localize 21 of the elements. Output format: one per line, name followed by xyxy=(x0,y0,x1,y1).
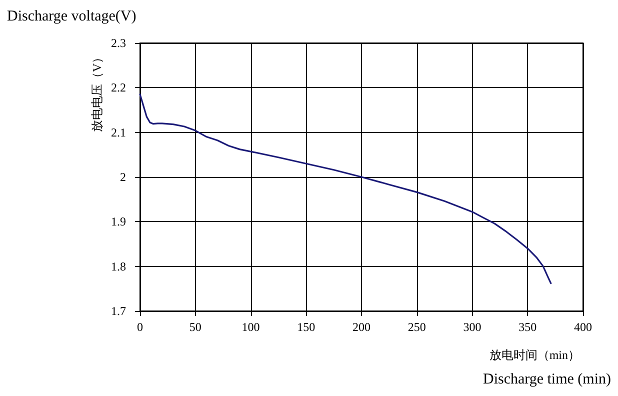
y-tick-label: 2.1 xyxy=(111,125,126,140)
x-tick-label: 150 xyxy=(297,320,316,334)
line-series xyxy=(139,94,552,284)
y-axis-title: 放电电压（V） xyxy=(90,51,104,132)
x-tick-label: 250 xyxy=(408,320,426,334)
x-axis-title: 放电时间（min） xyxy=(489,348,580,362)
x-tick-label: 0 xyxy=(137,320,143,334)
x-tick-label: 50 xyxy=(189,320,202,334)
x-tick-label: 300 xyxy=(463,320,482,334)
x-tick-label: 350 xyxy=(518,320,537,334)
y-tick-label: 2.2 xyxy=(111,80,126,95)
x-tick-label: 100 xyxy=(242,320,260,334)
x-tick-label: 400 xyxy=(574,320,592,334)
y-tick-label: 1.8 xyxy=(111,259,126,274)
y-tick-label: 2 xyxy=(120,170,126,184)
chart-title: Discharge voltage(V) xyxy=(7,8,136,24)
y-tick-label: 2.3 xyxy=(111,36,126,50)
text: Discharge time (min) xyxy=(482,372,612,388)
y-tick-label: 1.9 xyxy=(111,214,126,229)
x-tick-label: 200 xyxy=(352,320,370,334)
y-tick-label: 1.7 xyxy=(111,304,126,318)
